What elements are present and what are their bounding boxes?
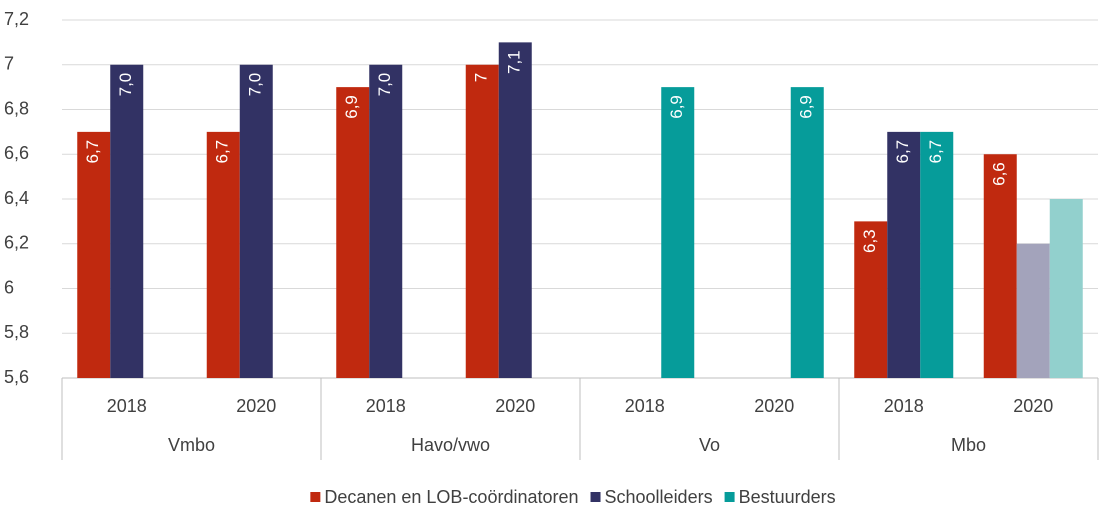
data-label: 7,0: [375, 73, 394, 97]
legend-swatch: [310, 492, 321, 502]
bar: [920, 131, 954, 378]
bar: [854, 221, 888, 378]
data-label: 6,7: [926, 140, 945, 164]
y-tick-label: 5,8: [4, 322, 29, 342]
bar: [983, 154, 1017, 378]
x-tick-label: 2018: [366, 396, 406, 416]
data-label: 6,3: [860, 229, 879, 253]
group-label: Vo: [699, 435, 720, 455]
y-tick-label: 7,2: [4, 9, 29, 29]
y-tick-label: 6,6: [4, 143, 29, 163]
bar: [239, 64, 273, 378]
x-tick-label: 2018: [884, 396, 924, 416]
x-tick-label: 2020: [236, 396, 276, 416]
x-tick-label: 2020: [1013, 396, 1053, 416]
bar: [887, 131, 921, 378]
group-label: Mbo: [951, 435, 986, 455]
data-label: 6,7: [83, 140, 102, 164]
bar: [336, 87, 370, 378]
bar: [790, 87, 824, 378]
y-tick-label: 6: [4, 277, 14, 297]
y-tick-label: 6,8: [4, 98, 29, 118]
group-label: Havo/vwo: [411, 435, 490, 455]
data-label: 6,9: [797, 95, 816, 119]
data-label: 6,7: [893, 140, 912, 164]
data-label: 7,0: [246, 73, 265, 97]
bar: [110, 64, 144, 378]
x-tick-label: 2018: [625, 396, 665, 416]
bar: [498, 42, 532, 378]
y-tick-label: 5,6: [4, 367, 29, 387]
legend-label: Schoolleiders: [605, 487, 713, 507]
data-label: 7,1: [505, 50, 524, 74]
data-label: 6,9: [667, 95, 686, 119]
bar: [465, 64, 499, 378]
legend-label: Decanen en LOB-coördinatoren: [324, 487, 578, 507]
data-label: 6,9: [342, 95, 361, 119]
x-tick-label: 2020: [495, 396, 535, 416]
legend-swatch: [590, 492, 601, 502]
x-tick-label: 2018: [107, 396, 147, 416]
legend-label: Bestuurders: [739, 487, 836, 507]
legend-swatch: [724, 492, 735, 502]
bar: [1049, 199, 1083, 378]
bar: [661, 87, 695, 378]
data-label: 6,7: [213, 140, 232, 164]
data-label: 7: [472, 73, 491, 82]
bar: [206, 131, 240, 378]
group-label: Vmbo: [168, 435, 215, 455]
data-label: 7,0: [116, 73, 135, 97]
y-tick-label: 7: [4, 54, 14, 74]
bar: [369, 64, 403, 378]
bar: [77, 131, 111, 378]
bar: [1016, 243, 1050, 378]
y-tick-label: 6,4: [4, 188, 29, 208]
y-tick-label: 6,2: [4, 233, 29, 253]
x-tick-label: 2020: [754, 396, 794, 416]
data-label: 6,6: [990, 162, 1009, 186]
